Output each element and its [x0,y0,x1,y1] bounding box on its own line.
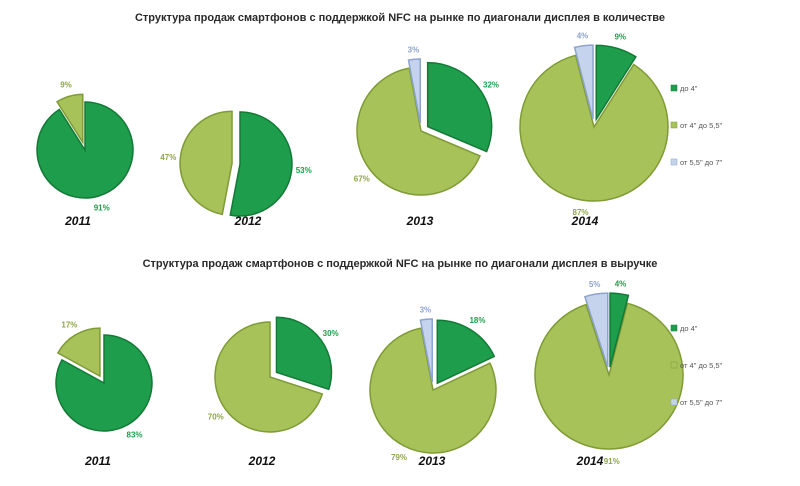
pie-slice-0-2014-1 [519,54,669,202]
legend-swatch-1-1 [670,361,678,369]
year-label-0-2012: 2012 [234,214,262,228]
data-label-0-2011-1: 9% [60,81,72,90]
pie-slice-0-2011-0 [36,101,134,199]
pie-slice-1-2013-2 [419,318,433,383]
pie-slice-1-2013-1 [369,327,497,454]
data-label-0-2014-0: 9% [614,33,626,42]
data-label-1-2011-1: 17% [61,320,77,329]
legend-label-1-1: от 4" до 5,5" [680,361,722,370]
legend-label-1-0: до 4" [680,324,698,333]
legend-label-0-1: от 4" до 5,5" [680,121,722,130]
data-label-0-2013-1: 67% [354,175,370,184]
data-label-1-2014-0: 4% [615,280,627,289]
pie-slice-0-2013-1 [356,67,481,196]
data-label-0-2014-2: 4% [577,32,589,41]
legend-label-1-2: от 5,5" до 7" [680,398,722,407]
year-label-0-2011: 2011 [64,214,91,228]
year-label-0-2013: 2013 [406,214,434,228]
data-label-1-2013-2: 3% [420,305,432,314]
data-label-1-2011-0: 83% [127,431,143,440]
data-label-0-2012-1: 47% [160,153,176,162]
pie-slice-0-2011-1 [56,93,84,145]
legend-swatch-0-0 [670,84,678,92]
data-label-0-2012-0: 53% [296,166,312,175]
data-label-1-2012-1: 70% [208,412,224,421]
pie-slice-1-2012-0 [275,316,333,391]
legend-swatch-0-1 [670,121,678,129]
pie-slice-0-2014-0 [595,44,637,122]
pie-slice-1-2011-0 [55,334,153,432]
pie-slice-0-2014-2 [573,44,594,120]
legend-swatch-1-2 [670,398,678,406]
data-label-1-2013-1: 79% [391,453,407,462]
data-label-0-2014-1: 87% [573,208,589,217]
data-label-0-2011-0: 91% [94,204,110,213]
pie-slice-0-2013-2 [407,58,422,124]
pie-slice-0-2012-1 [179,110,233,216]
year-label-1-2011: 2011 [84,454,111,468]
year-label-1-2012: 2012 [248,454,276,468]
legend-label-0-0: до 4" [680,84,698,93]
data-label-1-2013-0: 18% [469,316,485,325]
chart-title-quantity: Структура продаж смартфонов с поддержкой… [134,12,666,24]
data-label-0-2013-2: 3% [408,45,420,54]
pie-slice-1-2014-0 [609,292,630,368]
data-label-1-2012-0: 30% [323,329,339,338]
legend-swatch-0-2 [670,158,678,166]
pie-slice-1-2014-2 [583,292,609,368]
data-label-1-2014-2: 5% [589,280,601,289]
pie-slice-1-2013-0 [436,319,496,385]
pie-slice-0-2012-0 [229,111,293,217]
pie-slice-1-2011-1 [56,327,101,378]
year-label-0-2014: 2014 [571,214,599,228]
chart-title-revenue: Структура продаж смартфонов с поддержкой… [142,258,658,270]
year-label-1-2013: 2013 [418,454,446,468]
pie-slice-0-2013-0 [426,61,493,153]
data-label-1-2014-1: 91% [604,457,620,466]
data-label-0-2013-0: 32% [483,81,499,90]
pie-slice-1-2012-1 [214,321,324,433]
legend-label-0-2: от 5,5" до 7" [680,158,722,167]
pie-slice-1-2014-1 [534,302,684,450]
year-label-1-2014: 2014 [576,454,604,468]
legend-swatch-1-0 [670,324,678,332]
